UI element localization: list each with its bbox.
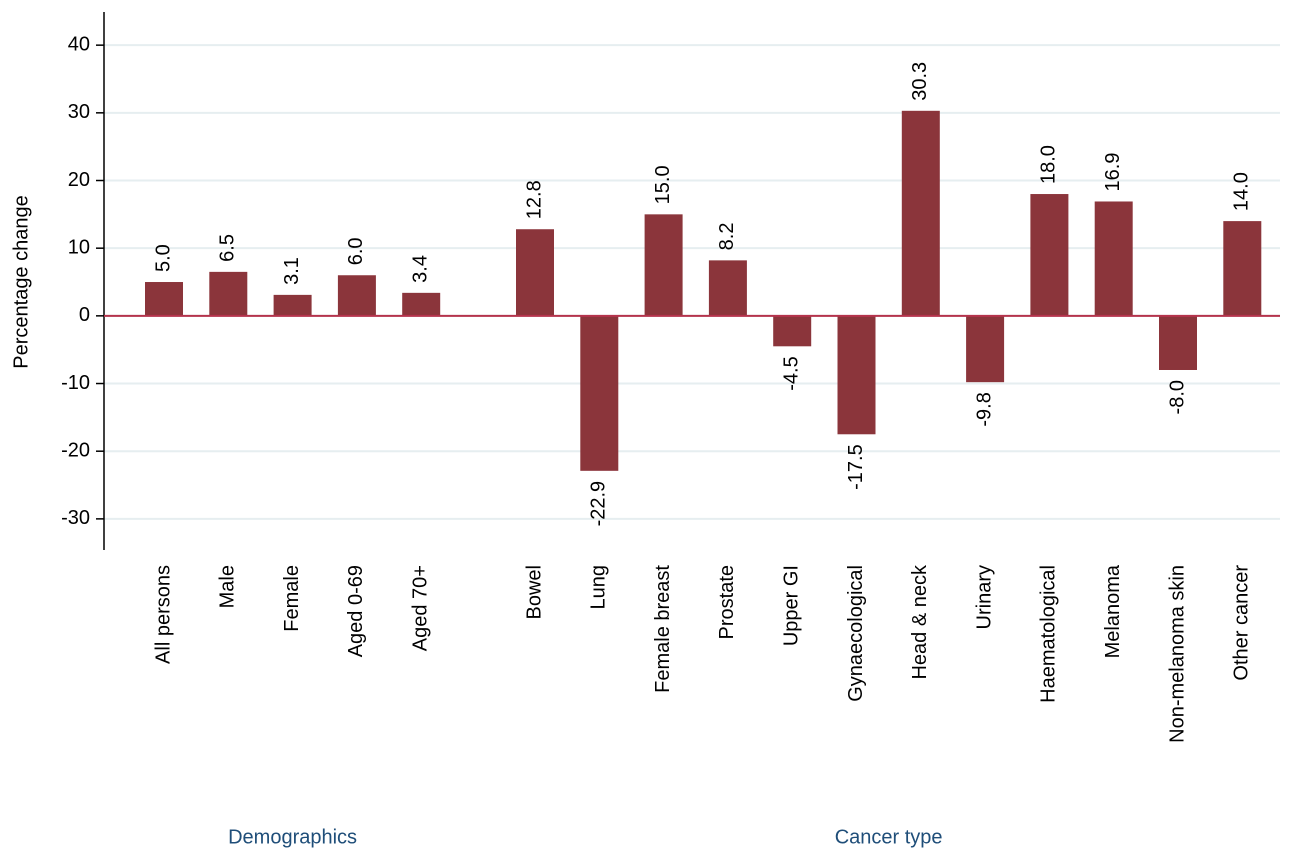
value-label: 18.0 [1038,145,1060,184]
x-tick-label: Female [281,565,303,632]
y-axis-label: Percentage change [10,195,32,368]
x-tick-label: Haematological [1038,565,1060,703]
bar [273,294,312,316]
value-label: 12.8 [523,180,545,219]
x-tick-label: Prostate [716,565,738,639]
bar [580,315,619,471]
value-label: -17.5 [845,444,867,490]
value-label: -8.0 [1166,380,1188,414]
value-label: 3.4 [409,255,431,283]
value-label: -22.9 [588,481,610,527]
x-tick-label: Aged 70+ [409,565,431,651]
x-tick-label: Non-melanoma skin [1166,565,1188,743]
bar [901,110,940,316]
y-tick-label: 20 [68,169,90,191]
value-label: -4.5 [780,356,802,390]
x-tick-label: Head & neck [909,564,931,680]
bar [145,282,183,316]
x-tick-label: Melanoma [1102,564,1124,658]
value-label: 14.0 [1231,172,1253,211]
bar [773,315,812,347]
bar [337,275,376,316]
bar [402,292,441,316]
bar [644,214,683,316]
value-label: 3.1 [281,257,303,285]
bar [1159,315,1197,370]
x-tick-label: Female breast [652,565,674,693]
x-tick-label: Male [217,565,239,608]
x-tick-label: Bowel [523,565,545,619]
value-label: 15.0 [652,165,674,204]
value-label: 5.0 [152,244,174,272]
value-label: 6.5 [217,234,239,262]
x-tick-label: Urinary [973,565,995,629]
bar [837,315,876,435]
x-tick-label: Other cancer [1231,565,1253,681]
value-label: 30.3 [909,62,931,101]
group-label: Demographics [228,826,357,848]
y-tick-label: -20 [61,439,90,461]
value-label: 6.0 [345,237,367,265]
value-label: 16.9 [1102,153,1124,192]
value-label: 8.2 [716,223,738,251]
y-tick-label: -30 [61,507,90,529]
x-tick-label: All persons [152,565,174,664]
bar [516,229,554,316]
y-tick-label: 40 [68,33,90,55]
y-tick-label: 10 [68,236,90,258]
x-tick-label: Gynaecological [845,565,867,702]
bar [708,260,747,316]
bar [1223,221,1262,316]
bar [1030,194,1069,316]
x-tick-label: Upper GI [780,565,802,646]
x-tick-label: Lung [588,565,610,610]
bar [966,315,1005,383]
bar [1094,201,1133,316]
value-label: -9.8 [973,392,995,426]
bar [209,271,248,316]
y-tick-label: -10 [61,372,90,394]
x-tick-label: Aged 0-69 [345,565,367,657]
y-tick-label: 30 [68,101,90,123]
group-label: Cancer type [835,826,943,848]
y-tick-label: 0 [79,304,90,326]
